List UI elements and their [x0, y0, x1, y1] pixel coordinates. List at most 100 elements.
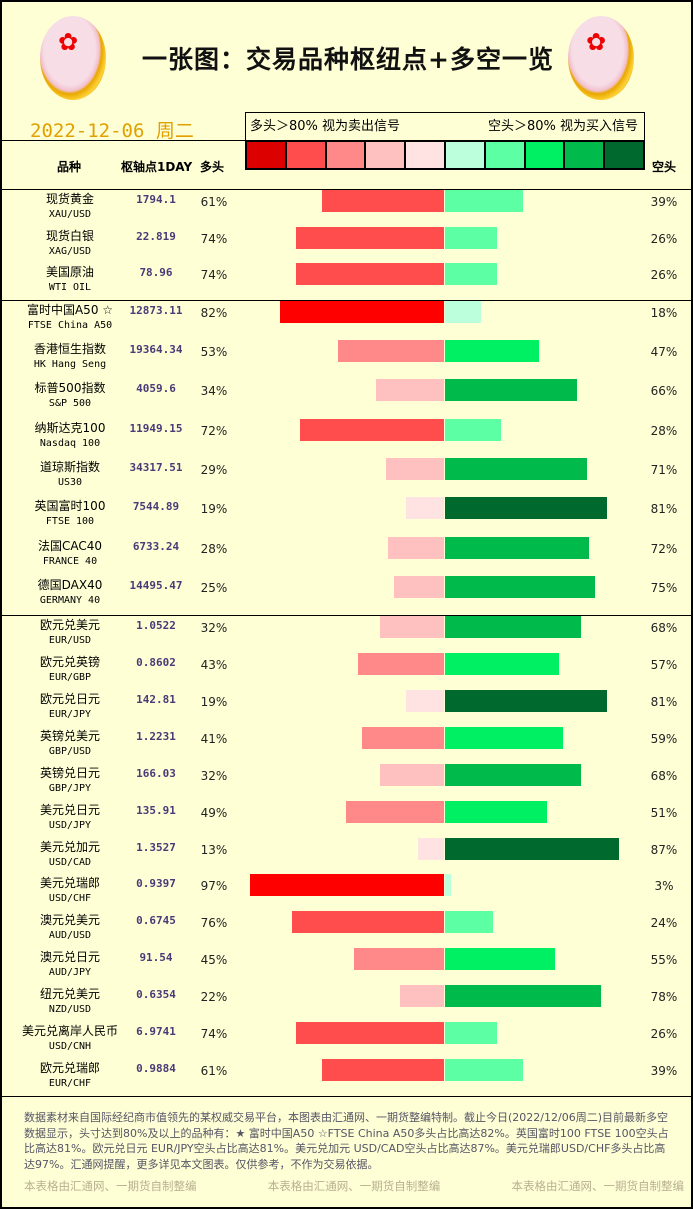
long-percent: 19%: [200, 694, 228, 709]
table-row: 美元兑日元 USD/JPY 135.91 49% 51%: [2, 800, 691, 838]
long-bar: [358, 653, 444, 676]
instrument-cn: 法国CAC40: [37, 538, 103, 553]
short-percent: 26%: [650, 1026, 678, 1041]
long-percent: 34%: [200, 384, 228, 399]
short-percent: 81%: [650, 694, 678, 709]
long-percent: 45%: [200, 953, 228, 968]
pivot-value: 1.2231: [136, 729, 176, 743]
pivot-value: 22.819: [136, 229, 176, 243]
color-scale: [245, 140, 645, 170]
table-row: 标普500指数 S&P 500 4059.6 34% 66%: [2, 379, 691, 418]
pivot-value: 0.6354: [136, 988, 176, 1002]
short-percent: 47%: [650, 345, 678, 360]
long-bar: [386, 457, 444, 480]
col-name-header: 品种: [57, 160, 82, 174]
instrument-name: 美元兑加元 USD/CAD: [22, 839, 118, 871]
long-bar: [250, 874, 444, 897]
color-swatch: [565, 142, 606, 168]
short-percent: 72%: [650, 541, 678, 556]
instrument-name: 澳元兑美元 AUD/USD: [22, 912, 118, 944]
instrument-code: FTSE 100: [45, 516, 95, 528]
instrument-group: 欧元兑美元 EUR/USD 1.0522 32% 68% 欧元兑英镑 EUR/GBP …: [2, 616, 691, 1097]
instrument-code: USD/CHF: [48, 893, 92, 905]
table-row: 道琼斯指数 US30 34317.51 29% 71%: [2, 457, 691, 497]
short-bar: [445, 190, 523, 212]
long-bar: [418, 837, 444, 860]
long-bar: [292, 911, 444, 934]
short-bar: [445, 763, 581, 786]
table-row: 欧元兑日元 EUR/JPY 142.81 19% 81%: [2, 689, 691, 727]
table-row: 英镑兑日元 GBP/JPY 166.03 32% 68%: [2, 763, 691, 801]
color-swatch: [366, 142, 407, 168]
instrument-name: 欧元兑瑞郎 EUR/CHF: [22, 1060, 118, 1092]
pivot-value: 142.81: [136, 692, 176, 706]
long-percent: 74%: [200, 231, 228, 246]
long-bar: [406, 689, 444, 712]
color-swatch: [406, 142, 446, 168]
long-percent: 29%: [200, 462, 228, 477]
short-bar: [445, 226, 497, 249]
instrument-group: 富时中国A50 ☆ FTSE China A50 12873.11 82% 18%…: [2, 300, 691, 617]
instrument-code: EUR/GBP: [48, 672, 92, 684]
short-percent: 26%: [650, 231, 678, 246]
color-swatch: [326, 142, 367, 168]
instrument-cn: 美国原油: [45, 265, 94, 280]
instrument-cn: 道琼斯指数: [39, 459, 100, 474]
instrument-cn: 欧元兑瑞郎: [39, 1060, 100, 1075]
pivot-value: 34317.51: [129, 460, 183, 474]
long-percent: 61%: [200, 1063, 228, 1078]
instrument-code: XAG/USD: [48, 245, 92, 257]
instrument-name: 欧元兑日元 EUR/JPY: [22, 691, 118, 723]
divider: [2, 140, 245, 141]
long-percent: 53%: [200, 345, 228, 360]
long-percent: 74%: [200, 268, 228, 283]
short-bar: [445, 418, 501, 441]
short-percent: 55%: [650, 953, 678, 968]
short-percent: 39%: [650, 1063, 678, 1078]
instrument-cn: 纽元兑美元: [39, 987, 100, 1002]
instrument-code: XAU/USD: [48, 209, 92, 220]
short-percent: 68%: [650, 621, 678, 636]
short-bar: [445, 497, 607, 520]
instrument-code: HK Hang Seng: [33, 359, 107, 371]
instrument-cn: 欧元兑美元: [39, 618, 100, 633]
table-row: 纳斯达克100 Nasdaq 100 11949.15 72% 28%: [2, 418, 691, 458]
table-row: 德国DAX40 GERMANY 40 14495.47 25% 75%: [2, 575, 691, 615]
table-row: 美元兑离岸人民币 USD/CNH 6.9741 74% 26%: [2, 1021, 691, 1059]
short-percent: 66%: [650, 384, 678, 399]
long-percent: 82%: [200, 305, 228, 320]
instrument-cn: 富时中国A50 ☆: [26, 302, 114, 317]
short-bar: [445, 457, 587, 480]
long-bar: [322, 190, 444, 212]
pivot-value: 6733.24: [132, 539, 180, 553]
table-row: 欧元兑美元 EUR/USD 1.0522 32% 68%: [2, 616, 691, 653]
instrument-code: GERMANY 40: [39, 594, 101, 606]
instrument-code: USD/JPY: [48, 819, 92, 831]
color-swatch: [247, 142, 287, 168]
instrument-name: 德国DAX40 GERMANY 40: [22, 577, 118, 609]
col-pivot-header: 枢轴点1DAY: [121, 160, 193, 174]
instrument-code: AUD/JPY: [48, 967, 92, 979]
instrument-name: 美元兑瑞郎 USD/CHF: [22, 875, 118, 907]
logo-right: ✿: [568, 16, 634, 100]
instrument-code: GBP/USD: [48, 745, 92, 757]
short-percent: 57%: [650, 658, 678, 673]
flower-icon: ✿: [58, 28, 79, 56]
page-title: 一张图：交易品种枢纽点+多空一览: [142, 45, 554, 74]
col-long-header: 多头: [200, 160, 225, 174]
table-row: 香港恒生指数 HK Hang Seng 19364.34 53% 47%: [2, 340, 691, 379]
pivot-value: 135.91: [136, 803, 176, 817]
instrument-cn: 德国DAX40: [37, 577, 103, 592]
short-bar: [445, 263, 497, 286]
long-bar: [300, 418, 444, 441]
short-bar: [445, 536, 589, 559]
instrument-code: FTSE China A50: [27, 319, 113, 331]
long-bar: [296, 226, 444, 249]
color-swatch: [605, 142, 643, 168]
table-row: 澳元兑日元 AUD/JPY 91.54 45% 55%: [2, 948, 691, 985]
instrument-name: 美国原油 WTI OIL: [22, 264, 118, 296]
long-percent: 49%: [200, 805, 228, 820]
instrument-name: 英国富时100 FTSE 100: [22, 498, 118, 530]
footer-note: 数据素材来自国际经纪商市值领先的某权威交易平台，本图表由汇通网、一期货整编特制。…: [24, 1111, 669, 1171]
pivot-value: 0.6745: [136, 914, 176, 928]
